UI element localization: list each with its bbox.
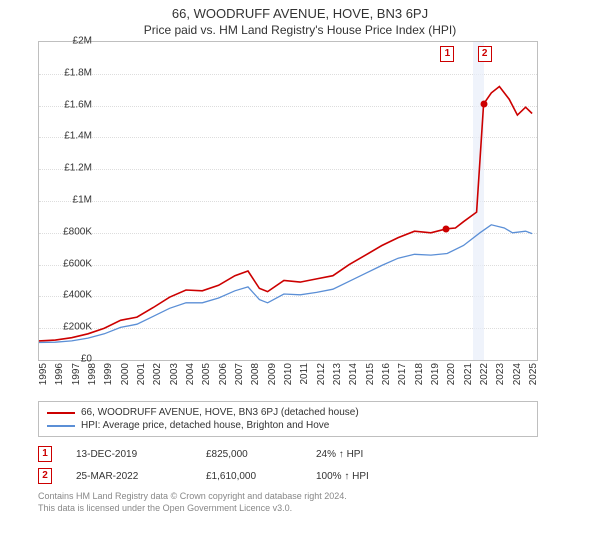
legend-label: HPI: Average price, detached house, Brig… <box>81 420 329 431</box>
x-axis-tick: 1997 <box>71 363 82 385</box>
legend-swatch <box>47 425 75 427</box>
x-axis-tick: 2004 <box>185 363 196 385</box>
x-axis-tick: 2001 <box>136 363 147 385</box>
legend-box: 66, WOODRUFF AVENUE, HOVE, BN3 6PJ (deta… <box>38 401 538 437</box>
x-axis-tick: 2008 <box>250 363 261 385</box>
x-axis-tick: 2005 <box>201 363 212 385</box>
sale-hpi-pct: 24% ↑ HPI <box>316 449 436 460</box>
x-axis-tick: 2003 <box>169 363 180 385</box>
y-axis-tick: £1.8M <box>64 67 92 78</box>
sale-price: £1,610,000 <box>206 471 316 482</box>
x-axis-tick: 2015 <box>365 363 376 385</box>
line-chart-svg <box>39 42 537 360</box>
x-axis-tick: 1999 <box>103 363 114 385</box>
x-axis-tick: 2025 <box>528 363 539 385</box>
legend-item: HPI: Average price, detached house, Brig… <box>47 419 529 432</box>
sale-point-dot <box>443 225 450 232</box>
x-axis-tick: 2023 <box>495 363 506 385</box>
chart-title: 66, WOODRUFF AVENUE, HOVE, BN3 6PJ <box>0 0 600 21</box>
x-axis-tick: 1998 <box>87 363 98 385</box>
y-axis-tick: £2M <box>73 36 92 47</box>
x-axis-tick: 2014 <box>348 363 359 385</box>
y-axis-tick: £800K <box>63 226 92 237</box>
y-axis-tick: £1M <box>73 195 92 206</box>
x-axis-tick: 1995 <box>38 363 49 385</box>
sale-row: 1 13-DEC-2019£825,00024% ↑ HPI <box>38 443 600 465</box>
sale-date: 25-MAR-2022 <box>76 471 206 482</box>
sales-table: 1 13-DEC-2019£825,00024% ↑ HPI 2 25-MAR-202… <box>38 443 600 487</box>
sale-row-marker: 2 <box>38 468 52 484</box>
x-axis-tick: 2012 <box>316 363 327 385</box>
series-line <box>39 87 532 341</box>
footer-line1: Contains HM Land Registry data © Crown c… <box>38 491 538 503</box>
y-axis-tick: £400K <box>63 290 92 301</box>
sale-price: £825,000 <box>206 449 316 460</box>
sale-row-marker: 1 <box>38 446 52 462</box>
legend-swatch <box>47 412 75 414</box>
x-axis-tick: 2016 <box>381 363 392 385</box>
x-axis-tick: 2007 <box>234 363 245 385</box>
x-axis-tick: 2009 <box>267 363 278 385</box>
x-axis-tick: 2020 <box>446 363 457 385</box>
y-axis-tick: £1.2M <box>64 163 92 174</box>
x-axis-tick: 2013 <box>332 363 343 385</box>
sale-point-marker: 2 <box>478 46 492 62</box>
x-axis-tick: 2019 <box>430 363 441 385</box>
x-axis-tick: 1996 <box>54 363 65 385</box>
y-axis-tick: £600K <box>63 258 92 269</box>
sale-point-marker: 1 <box>440 46 454 62</box>
footer-line2: This data is licensed under the Open Gov… <box>38 503 538 515</box>
x-axis-tick: 2002 <box>152 363 163 385</box>
chart-container: 66, WOODRUFF AVENUE, HOVE, BN3 6PJ Price… <box>0 0 600 514</box>
chart-area: 12 £0£200K£400K£600K£800K£1M£1.2M£1.4M£1… <box>38 41 598 401</box>
plot-area: 12 <box>38 41 538 361</box>
y-axis-tick: £1.6M <box>64 99 92 110</box>
x-axis-tick: 2024 <box>512 363 523 385</box>
x-axis-tick: 2022 <box>479 363 490 385</box>
footer-attribution: Contains HM Land Registry data © Crown c… <box>38 491 538 514</box>
sale-point-dot <box>480 101 487 108</box>
sale-row: 2 25-MAR-2022£1,610,000100% ↑ HPI <box>38 465 600 487</box>
sale-hpi-pct: 100% ↑ HPI <box>316 471 436 482</box>
x-axis-tick: 2000 <box>120 363 131 385</box>
y-axis-tick: £1.4M <box>64 131 92 142</box>
y-axis-tick: £200K <box>63 322 92 333</box>
x-axis-tick: 2018 <box>414 363 425 385</box>
x-axis-tick: 2006 <box>218 363 229 385</box>
legend-label: 66, WOODRUFF AVENUE, HOVE, BN3 6PJ (deta… <box>81 407 359 418</box>
x-axis-tick: 2021 <box>463 363 474 385</box>
legend-item: 66, WOODRUFF AVENUE, HOVE, BN3 6PJ (deta… <box>47 406 529 419</box>
sale-date: 13-DEC-2019 <box>76 449 206 460</box>
x-axis-tick: 2017 <box>397 363 408 385</box>
x-axis-tick: 2010 <box>283 363 294 385</box>
x-axis-tick: 2011 <box>299 363 310 385</box>
